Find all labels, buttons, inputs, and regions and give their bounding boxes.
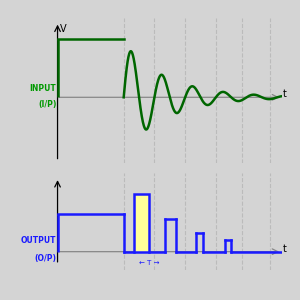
- Text: V: V: [59, 24, 66, 34]
- Bar: [134, 194, 148, 252]
- Text: t: t: [283, 89, 287, 99]
- Text: t: t: [283, 244, 287, 254]
- Text: (I/P): (I/P): [38, 100, 56, 109]
- Text: OUTPUT: OUTPUT: [21, 236, 56, 245]
- Text: INPUT: INPUT: [30, 84, 56, 93]
- Text: (O/P): (O/P): [34, 254, 56, 263]
- Text: ← T →: ← T →: [140, 260, 160, 266]
